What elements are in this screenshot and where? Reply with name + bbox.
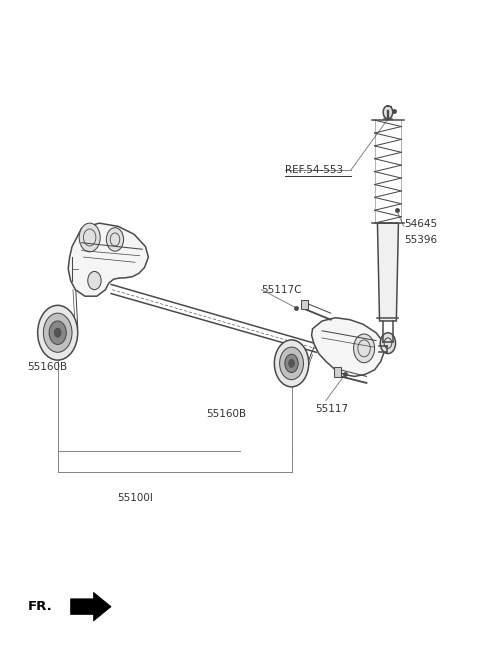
Text: 55100I: 55100I <box>117 493 153 504</box>
Circle shape <box>280 347 303 380</box>
Circle shape <box>285 354 298 373</box>
Text: REF.54-553: REF.54-553 <box>285 164 344 175</box>
Circle shape <box>107 228 123 251</box>
Circle shape <box>380 333 396 354</box>
Circle shape <box>354 334 374 363</box>
Circle shape <box>54 328 61 337</box>
Polygon shape <box>71 592 111 621</box>
Polygon shape <box>377 223 398 321</box>
Circle shape <box>288 360 294 367</box>
Circle shape <box>37 305 78 360</box>
Text: 55160B: 55160B <box>206 409 247 419</box>
Circle shape <box>79 223 100 252</box>
Text: 55117C: 55117C <box>262 285 302 295</box>
Polygon shape <box>300 300 308 309</box>
Text: FR.: FR. <box>28 600 52 613</box>
Circle shape <box>49 321 66 345</box>
Circle shape <box>43 313 72 352</box>
Polygon shape <box>334 367 341 377</box>
Circle shape <box>383 105 393 119</box>
Text: 55396: 55396 <box>405 235 438 245</box>
Polygon shape <box>68 223 148 296</box>
Text: 54645: 54645 <box>405 219 438 229</box>
Circle shape <box>88 271 101 290</box>
Text: 55117: 55117 <box>315 404 348 414</box>
Text: 55160B: 55160B <box>28 362 68 371</box>
Polygon shape <box>312 318 384 377</box>
Circle shape <box>275 340 309 387</box>
